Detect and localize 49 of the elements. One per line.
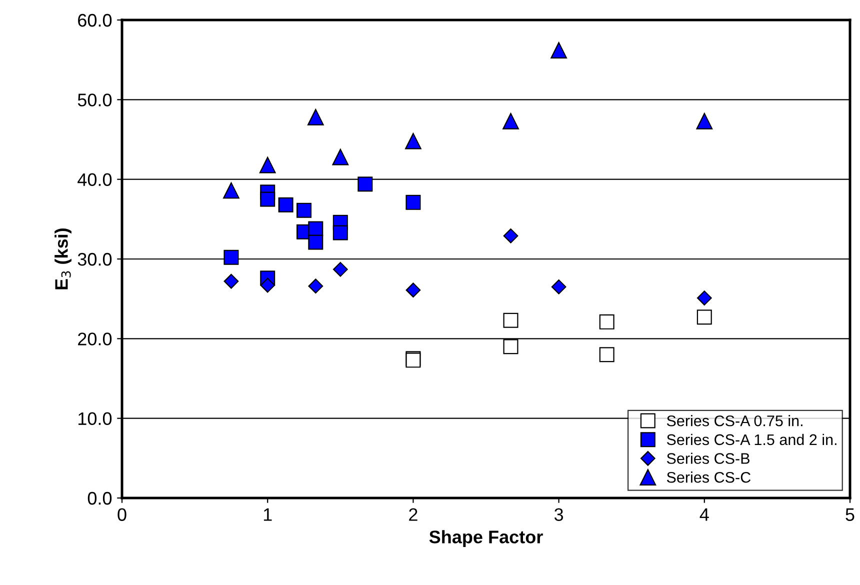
point [406,194,421,210]
point [259,156,276,174]
point [503,339,518,354]
point [224,274,239,289]
y-tick-label: 10.0 [78,412,112,426]
point [224,250,239,265]
x-axis-title: Shape Factor [429,530,543,547]
y-tick-label: 0.0 [88,492,112,505]
point [405,132,422,150]
point [406,282,421,298]
legend-label: Series CS-A 0.75 in. [666,415,802,426]
point [308,234,324,250]
x-tick-label: 5 [846,508,854,521]
point [332,262,348,277]
point [696,112,713,130]
point [599,314,614,330]
point [308,278,324,294]
y-tick-label: 20.0 [78,332,112,346]
point [332,148,349,166]
x-tick-label: 2 [409,508,418,521]
point [278,197,294,212]
y-tick-label: 50.0 [78,94,112,106]
x-tick-label: 3 [554,508,564,521]
point [308,221,324,236]
point [223,182,240,199]
y-axis-title: E$_{3}$ (ksi) [54,228,72,290]
x-tick-label: 4 [700,508,709,521]
point [599,347,614,362]
y-tick-label: 60.0 [78,14,112,27]
point [551,279,566,294]
point [502,112,519,130]
point [260,192,276,207]
legend-label: Series CS-A 1.5 and 2 in. [666,434,836,446]
point [296,202,312,218]
point [307,109,324,126]
legend-label: Series CS-B [666,452,750,464]
y-tick-label: 40.0 [78,173,112,186]
legend-label: Series CS-C [666,472,751,483]
point [358,176,373,192]
point [550,42,567,58]
point [696,290,712,306]
x-tick-label: 0 [118,508,126,521]
point [260,278,276,293]
point [696,310,712,325]
y-tick-label: 30.0 [78,252,112,266]
point [503,228,518,244]
point [503,312,518,328]
point [332,225,348,240]
x-tick-label: 1 [264,508,272,521]
